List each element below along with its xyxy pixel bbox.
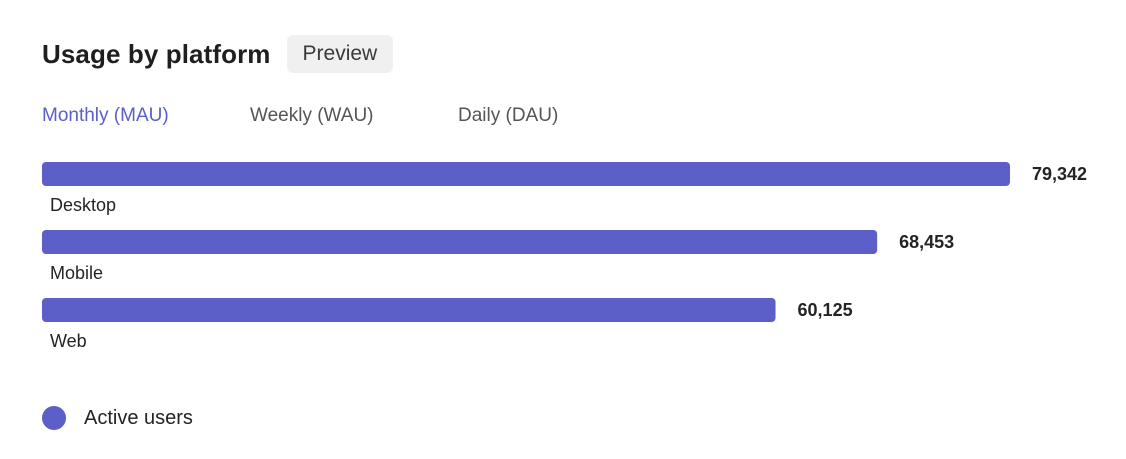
bar-desktop[interactable]: [42, 162, 1010, 186]
tab-daily[interactable]: Daily (DAU): [458, 105, 559, 126]
bar-label-mobile: Mobile: [50, 263, 103, 283]
bar-value-mobile: 68,453: [899, 232, 954, 252]
bar-value-desktop: 79,342: [1032, 164, 1087, 184]
tab-weekly[interactable]: Weekly (WAU): [250, 105, 374, 126]
bar-mobile[interactable]: [42, 230, 878, 254]
usage-bar-chart: 79,342 Desktop 68,453 Mobile 60,125 Web: [42, 162, 1087, 351]
tab-monthly[interactable]: Monthly (MAU): [42, 105, 169, 126]
legend-swatch-active-users: [42, 406, 66, 430]
chart-header: Usage by platform Preview: [42, 34, 394, 74]
bar-label-desktop: Desktop: [50, 195, 116, 215]
legend-label-active-users: Active users: [84, 406, 193, 429]
preview-badge: Preview: [286, 35, 394, 73]
chart-legend: Active users: [42, 406, 193, 430]
bar-web[interactable]: [42, 298, 776, 322]
chart-title: Usage by platform: [42, 38, 271, 69]
bar-value-web: 60,125: [798, 300, 853, 320]
bar-label-web: Web: [50, 331, 87, 351]
